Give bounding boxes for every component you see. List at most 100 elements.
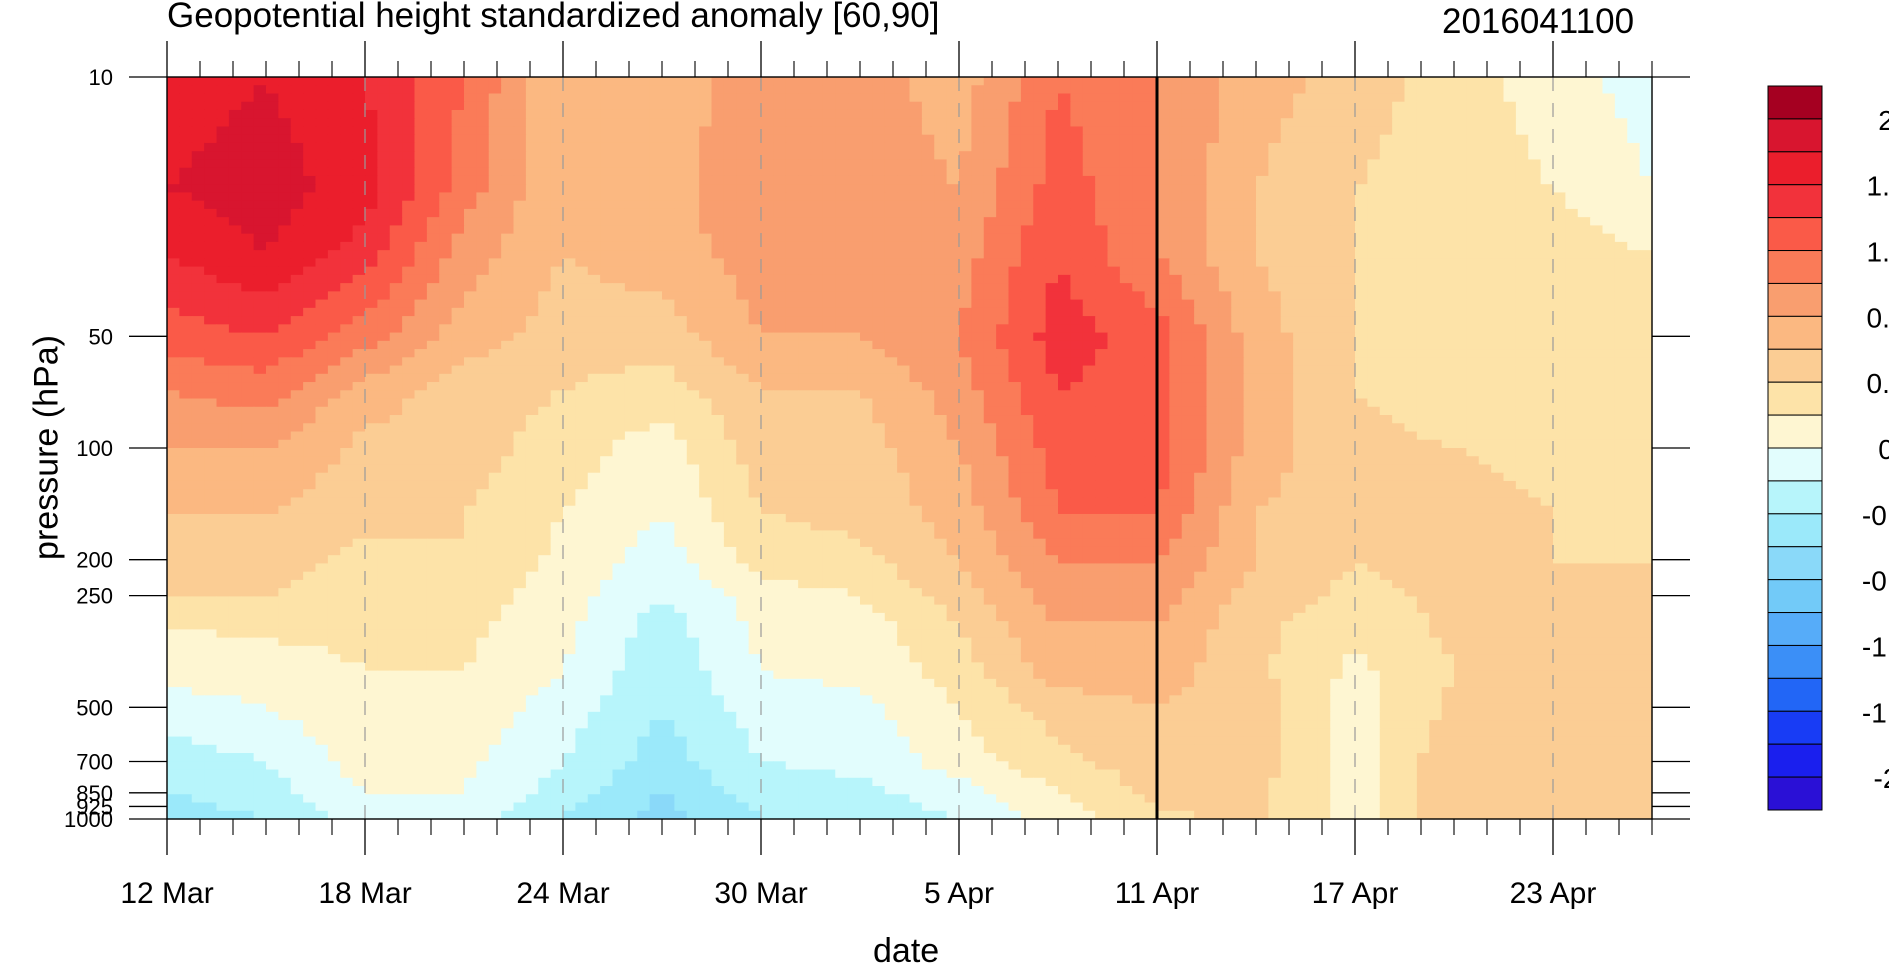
- contour-cell: [513, 357, 527, 367]
- contour-cell: [921, 299, 935, 309]
- contour-cell: [563, 258, 576, 268]
- contour-cell: [216, 184, 230, 194]
- contour-cell: [538, 316, 552, 325]
- contour-cell: [1231, 349, 1245, 358]
- contour-cell: [1441, 109, 1455, 119]
- contour-cell: [204, 283, 218, 292]
- contour-cell: [1553, 307, 1566, 317]
- contour-cell: [662, 233, 675, 243]
- contour-cell: [773, 233, 787, 243]
- contour-cell: [1020, 324, 1034, 334]
- contour-cell: [377, 85, 391, 95]
- contour-cell: [983, 365, 997, 375]
- contour-cell: [1454, 208, 1467, 218]
- contour-cell: [1194, 225, 1208, 235]
- contour-cell: [748, 151, 762, 161]
- contour-cell: [1454, 258, 1467, 268]
- contour-cell: [327, 373, 341, 383]
- contour-cell: [538, 101, 552, 111]
- contour-cell: [290, 118, 304, 128]
- contour-cell: [253, 258, 267, 268]
- contour-cell: [1503, 77, 1517, 86]
- contour-cell: [1367, 184, 1381, 194]
- contour-cell: [1169, 365, 1183, 375]
- contour-cell: [389, 142, 403, 152]
- contour-cell: [1416, 365, 1430, 375]
- contour-cell: [1404, 126, 1418, 136]
- contour-cell: [674, 109, 688, 119]
- contour-cell: [278, 167, 292, 177]
- contour-cell: [946, 373, 960, 383]
- contour-cell: [1367, 291, 1381, 301]
- contour-cell: [1639, 316, 1653, 325]
- contour-cell: [1602, 101, 1616, 111]
- contour-cell: [637, 184, 651, 194]
- contour-cell: [1342, 134, 1356, 144]
- contour-cell: [426, 332, 440, 342]
- contour-cell: [1392, 406, 1406, 416]
- contour-cell: [1157, 167, 1170, 177]
- contour-cell: [464, 217, 477, 226]
- contour-cell: [488, 307, 502, 317]
- contour-cell: [1342, 291, 1356, 301]
- contour-cell: [513, 126, 527, 136]
- contour-cell: [587, 208, 601, 218]
- contour-cell: [1169, 332, 1183, 342]
- contour-cell: [897, 85, 911, 95]
- contour-cell: [1218, 406, 1232, 416]
- contour-cell: [587, 200, 601, 210]
- contour-cell: [1367, 225, 1381, 235]
- contour-cell: [773, 126, 787, 136]
- contour-cell: [1367, 233, 1381, 243]
- contour-cell: [1070, 291, 1084, 301]
- contour-cell: [1070, 167, 1084, 177]
- contour-cell: [1342, 307, 1356, 317]
- contour-cell: [649, 233, 663, 243]
- contour-cell: [575, 142, 589, 152]
- contour-cell: [340, 175, 354, 185]
- contour-cell: [1627, 159, 1641, 169]
- contour-cell: [204, 85, 218, 95]
- contour-cell: [1243, 225, 1257, 235]
- contour-cell: [389, 217, 403, 226]
- contour-cell: [290, 390, 304, 400]
- contour-cell: [1119, 365, 1133, 375]
- contour-cell: [1107, 241, 1121, 251]
- contour-cell: [624, 415, 638, 424]
- contour-cell: [253, 274, 267, 284]
- contour-cell: [1082, 406, 1096, 416]
- contour-cell: [464, 365, 477, 375]
- contour-cell: [600, 415, 614, 424]
- contour-cell: [971, 241, 985, 251]
- contour-cell: [1317, 167, 1331, 177]
- contour-cell: [315, 365, 329, 375]
- contour-cell: [1590, 184, 1604, 194]
- contour-cell: [1107, 151, 1121, 161]
- contour-cell: [1540, 274, 1554, 284]
- contour-cell: [723, 406, 737, 416]
- contour-cell: [921, 382, 935, 391]
- contour-cell: [921, 101, 935, 111]
- contour-cell: [563, 266, 576, 276]
- contour-cell: [365, 373, 378, 383]
- contour-cell: [1565, 93, 1579, 103]
- contour-cell: [414, 307, 428, 317]
- contour-cell: [290, 101, 304, 111]
- contour-cell: [216, 175, 230, 185]
- contour-cell: [377, 77, 391, 86]
- contour-cell: [1441, 365, 1455, 375]
- contour-cell: [1355, 200, 1368, 210]
- contour-cell: [315, 208, 329, 218]
- contour-cell: [884, 217, 898, 226]
- contour-cell: [761, 159, 774, 169]
- contour-cell: [501, 208, 515, 218]
- contour-cell: [563, 316, 576, 325]
- contour-cell: [1392, 184, 1406, 194]
- contour-cell: [340, 200, 354, 210]
- contour-cell: [909, 291, 923, 301]
- contour-cell: [1478, 274, 1492, 284]
- contour-cell: [1429, 225, 1443, 235]
- contour-cell: [1528, 225, 1542, 235]
- contour-cell: [1082, 241, 1096, 251]
- contour-cell: [1218, 200, 1232, 210]
